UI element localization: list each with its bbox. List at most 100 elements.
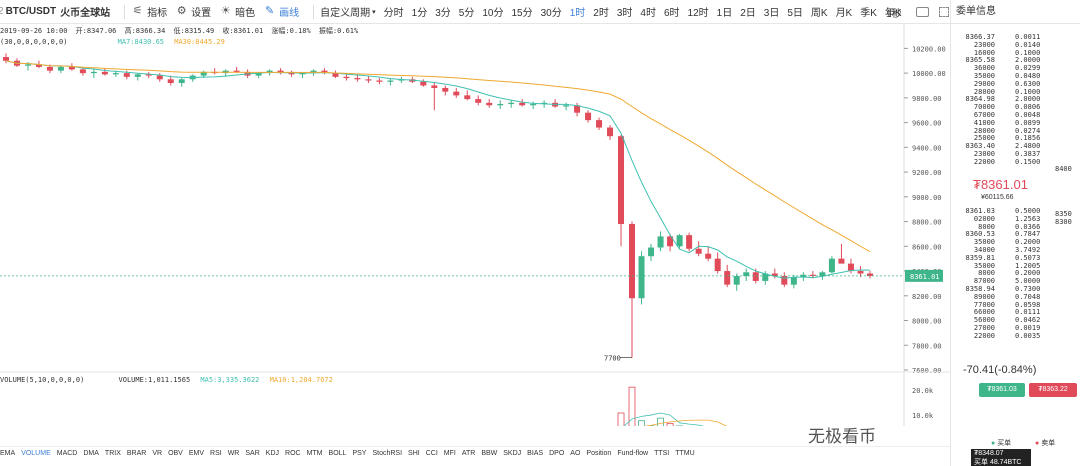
interval-option[interactable]: 15分 bbox=[511, 8, 533, 19]
ask-row[interactable]: 8363.40 2.4800 bbox=[951, 143, 1080, 150]
interval-option[interactable]: 5日 bbox=[787, 8, 803, 19]
interval-option[interactable]: 月K bbox=[835, 8, 853, 19]
interval-option[interactable]: 季K bbox=[860, 8, 877, 19]
indicator-option[interactable]: EMV bbox=[188, 449, 205, 457]
volume-info: VOLUME(5,10,0,0,0,0) VOLUME:1,011.1565 M… bbox=[0, 376, 333, 384]
ask-row[interactable]: 8365.58 2.0000 bbox=[951, 57, 1080, 64]
bid-row[interactable]: 8358.94 0.7300 bbox=[951, 286, 1080, 293]
sell-price-button[interactable]: ₮8363.22 bbox=[1029, 383, 1077, 397]
interval-option[interactable]: 周K bbox=[810, 8, 828, 19]
bid-row[interactable]: 8000 0.0366 bbox=[951, 223, 1080, 231]
symbol-selector[interactable]: 2 BTC/USDT 火币全球站 bbox=[0, 4, 110, 19]
indicator-option[interactable]: RSI bbox=[210, 449, 222, 457]
indicator-option[interactable]: SKDJ bbox=[503, 449, 522, 457]
indicator-option[interactable]: TTSI bbox=[654, 449, 670, 457]
custom-period-dropdown[interactable]: 自定义周期 ▾ bbox=[320, 4, 376, 19]
indicator-option[interactable]: KDJ bbox=[265, 449, 280, 457]
indicator-option[interactable]: EMA bbox=[0, 449, 16, 457]
indicator-option[interactable]: Fund-flow bbox=[617, 449, 649, 457]
indicator-option[interactable]: MFI bbox=[443, 449, 456, 457]
bid-row[interactable]: 27000 0.0019 bbox=[951, 325, 1080, 332]
ask-row[interactable]: 35000 0.0480 bbox=[951, 73, 1080, 80]
settings-button[interactable]: ⚙ 设置 bbox=[175, 4, 211, 19]
indicator-option[interactable]: DMA bbox=[83, 449, 99, 457]
indicator-option[interactable]: TRIX bbox=[104, 449, 121, 457]
interval-option[interactable]: 3日 bbox=[763, 8, 780, 19]
bid-row[interactable]: 35000 1.2005 bbox=[951, 262, 1080, 270]
bid-row[interactable]: 35000 0.2000 bbox=[951, 239, 1080, 246]
indicator-option[interactable]: BIAS bbox=[527, 449, 544, 457]
ask-row[interactable]: 25000 0.1856 bbox=[951, 135, 1080, 142]
interval-option[interactable]: 年K bbox=[884, 8, 902, 19]
bid-row[interactable]: 8360.53 0.7847 bbox=[951, 231, 1080, 238]
interval-option[interactable]: 12时 bbox=[687, 8, 709, 19]
indicator-option[interactable]: AO bbox=[570, 449, 581, 457]
bid-row[interactable]: 22000 0.0035 bbox=[951, 332, 1080, 340]
interval-option[interactable]: 分时 bbox=[383, 8, 404, 19]
interval-option[interactable]: 3分 bbox=[435, 8, 451, 19]
interval-option[interactable]: 2时 bbox=[593, 8, 609, 19]
indicator-option[interactable]: SHI bbox=[408, 449, 420, 457]
ask-row[interactable]: 41000 0.0899 bbox=[951, 119, 1080, 127]
indicator-option[interactable]: PSY bbox=[352, 449, 367, 457]
ask-row[interactable]: 22000 0.1500 bbox=[951, 158, 1080, 166]
interval-option[interactable]: 1日 bbox=[716, 8, 733, 19]
indicator-option[interactable]: TTMU bbox=[675, 449, 695, 457]
indicator-option[interactable]: ATR bbox=[461, 449, 476, 457]
indicator-option[interactable]: ROC bbox=[285, 449, 301, 457]
indicator-option[interactable]: SAR bbox=[245, 449, 260, 457]
indicator-option[interactable]: BRAR bbox=[126, 449, 147, 457]
indicator-option[interactable]: WR bbox=[227, 449, 240, 457]
bid-row[interactable]: 8361.03 0.5000 bbox=[951, 208, 1080, 215]
indicator-option[interactable]: BOLL bbox=[328, 449, 347, 457]
interval-option[interactable]: 1时 bbox=[569, 8, 586, 19]
bid-row[interactable]: 77000 0.0598 bbox=[951, 301, 1080, 309]
ask-row[interactable]: 23000 0.0140 bbox=[951, 41, 1080, 49]
ask-row[interactable]: 36000 0.0299 bbox=[951, 65, 1080, 72]
indicator-option[interactable]: DPO bbox=[549, 449, 565, 457]
refresh-rate[interactable]: 1秒 bbox=[886, 8, 902, 20]
bid-row[interactable]: 89000 0.7048 bbox=[951, 293, 1080, 301]
indicator-option[interactable]: BBW bbox=[481, 449, 498, 457]
bid-row[interactable]: 34000 3.7492 bbox=[951, 247, 1080, 254]
ask-row[interactable]: 67000 0.0048 bbox=[951, 112, 1080, 119]
indicator-option[interactable]: StochRSI bbox=[372, 449, 403, 457]
ask-row[interactable]: 8366.37 0.0011 bbox=[951, 34, 1080, 41]
interval-option[interactable]: 30分 bbox=[540, 8, 562, 19]
interval-option[interactable]: 10分 bbox=[482, 8, 504, 19]
interval-option[interactable]: 2日 bbox=[740, 8, 756, 19]
ask-row[interactable]: 28000 0.0274 bbox=[951, 127, 1080, 135]
ask-row[interactable]: 29000 0.6300 bbox=[951, 80, 1080, 88]
indicator-option[interactable]: CCI bbox=[425, 449, 438, 457]
candlestick-chart[interactable]: 10200.00 10000.00 9800.00 9600.00 9400.00 920… bbox=[0, 24, 950, 426]
bid-row[interactable]: 8000 0.2000 bbox=[951, 270, 1080, 277]
indicator-option[interactable]: VR bbox=[152, 449, 163, 457]
indicator-option[interactable]: MTM bbox=[306, 449, 323, 457]
indicator-option[interactable]: Position bbox=[586, 449, 612, 457]
buy-price-button[interactable]: ₮8361.03 bbox=[979, 383, 1025, 397]
interval-option[interactable]: 1分 bbox=[411, 8, 428, 19]
indicators-button[interactable]: ⚟ 指标 bbox=[131, 4, 167, 19]
draw-button[interactable]: ✎ 画线 bbox=[263, 4, 299, 19]
interval-option[interactable]: 3时 bbox=[616, 8, 633, 19]
bid-row[interactable]: 56000 0.0462 bbox=[951, 317, 1080, 324]
ask-row[interactable]: 16000 0.1000 bbox=[951, 49, 1080, 57]
ask-row[interactable]: 70000 0.0806 bbox=[951, 104, 1080, 111]
bid-row[interactable]: 66000 0.0111 bbox=[951, 309, 1080, 316]
indicator-option[interactable]: MACD bbox=[56, 449, 78, 457]
ask-row[interactable]: 8364.98 2.0000 bbox=[951, 96, 1080, 103]
interval-option[interactable]: 5分 bbox=[458, 8, 475, 19]
theme-toggle[interactable]: ☀ 暗色 bbox=[219, 4, 255, 19]
fullscreen-icon[interactable] bbox=[938, 7, 949, 17]
interval-option[interactable]: 6时 bbox=[663, 8, 680, 19]
indicator-option[interactable]: VOLUME bbox=[21, 449, 51, 457]
ask-row[interactable]: 23000 0.3837 bbox=[951, 151, 1080, 158]
bid-row[interactable]: 87000 5.0000 bbox=[951, 278, 1080, 285]
indicator-option[interactable]: OBV bbox=[168, 449, 183, 457]
bid-row[interactable]: 02000 1.2563 bbox=[951, 215, 1080, 223]
interval-option[interactable]: 4时 bbox=[640, 8, 656, 19]
ask-row[interactable]: 28000 0.1000 bbox=[951, 88, 1080, 96]
chart-area[interactable]: 10200.00 10000.00 9800.00 9600.00 9400.00 920… bbox=[0, 24, 950, 466]
camera-icon[interactable] bbox=[915, 7, 929, 17]
bid-row[interactable]: 8359.81 0.5073 bbox=[951, 254, 1080, 262]
